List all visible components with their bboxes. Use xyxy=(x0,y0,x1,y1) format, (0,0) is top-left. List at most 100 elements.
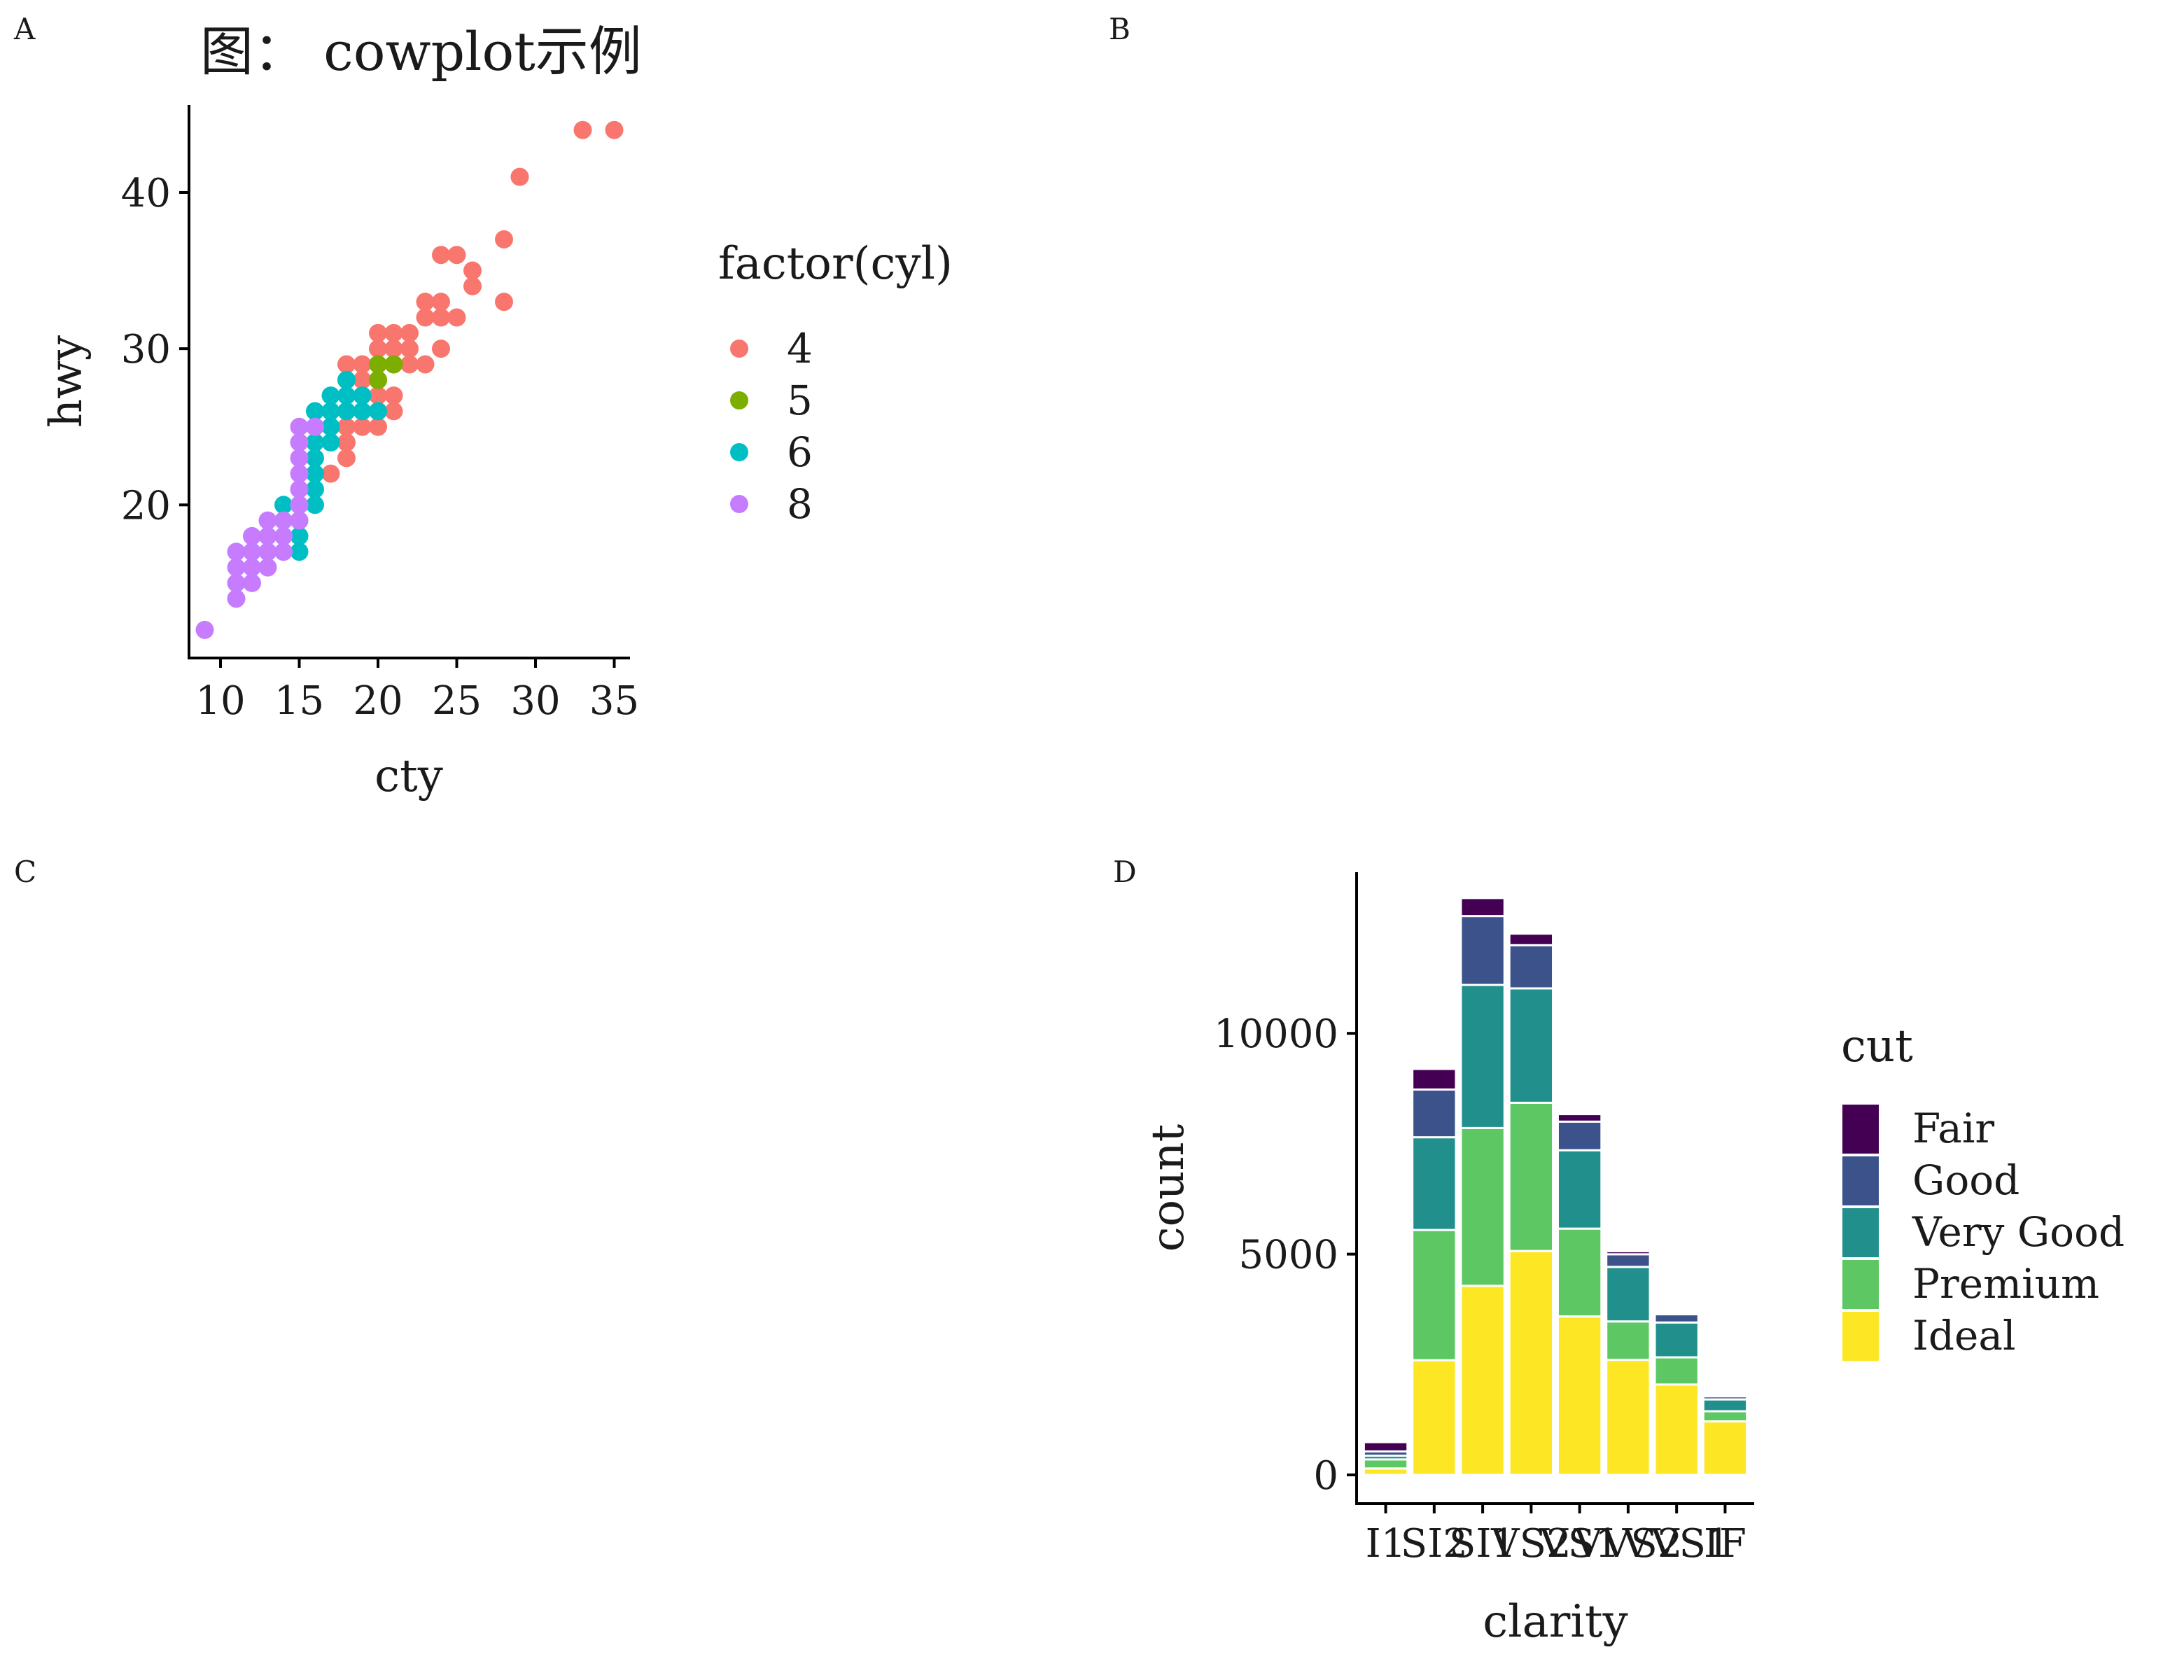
scatter-point-cyl-8 xyxy=(274,542,293,561)
scatter-point-cyl-4 xyxy=(384,402,403,421)
scatter-point-cyl-4 xyxy=(495,293,513,312)
x-tick-label: VS2 xyxy=(1490,1521,1571,1567)
x-tick-label: VVS1 xyxy=(1622,1521,1731,1567)
bar-segment-SI1-fair xyxy=(1460,897,1506,918)
legend-key-cyl-4 xyxy=(730,340,748,358)
legend-key-cyl-8 xyxy=(730,495,748,513)
scatter-point-cyl-8 xyxy=(274,511,293,530)
scatter-point-cyl-6 xyxy=(337,386,356,405)
legend-a: factor(cyl) 4 568 xyxy=(718,238,953,528)
scatter-point-cyl-8 xyxy=(227,589,246,608)
scatter-point-cyl-4 xyxy=(384,386,403,405)
scatter-point-cyl-4 xyxy=(369,323,387,342)
scatter-point-cyl-4 xyxy=(416,355,435,374)
scatter-point-cyl-6 xyxy=(353,402,372,421)
bar-segment-VVS1-premium xyxy=(1653,1356,1700,1386)
scatter-point-cyl-5 xyxy=(369,370,387,389)
bar-segment-SI1-very-good xyxy=(1460,983,1506,1129)
x-tick-label: 35 xyxy=(589,678,639,724)
chart-title-a: 图： cowplot示例 xyxy=(200,20,642,83)
x-tick-label: IF xyxy=(1704,1521,1746,1567)
scatter-point-cyl-4 xyxy=(432,293,450,312)
scatter-point-cyl-4 xyxy=(337,449,356,468)
scatter-point-cyl-8 xyxy=(274,526,293,545)
scatter-point-cyl-8 xyxy=(243,573,261,592)
scatter-point-cyl-4 xyxy=(400,340,419,358)
bar-segment-VVS1-ideal xyxy=(1653,1383,1700,1476)
y-tick-label: 30 xyxy=(121,327,171,372)
legend-label-cyl-8: 8 xyxy=(787,480,813,528)
scatter-point-cyl-5 xyxy=(384,355,403,374)
scatter-point-cyl-6 xyxy=(337,370,356,389)
scatter-point-cyl-4 xyxy=(384,323,403,342)
scatter-panel-a: 图： cowplot示例 10 15 20 25 30 35 20 30 40 cty hwy… xyxy=(41,20,953,802)
bar-segment-VVS1-good xyxy=(1653,1313,1700,1324)
scatter-point-cyl-8 xyxy=(258,526,277,545)
scatter-point-cyl-8 xyxy=(290,479,309,498)
legend-label-fair: Fair xyxy=(1912,1105,1994,1152)
scatter-point-cyl-4 xyxy=(353,370,372,389)
y-tick-label: 10000 xyxy=(1214,1011,1338,1057)
scatter-point-cyl-8 xyxy=(243,542,261,561)
scatter-point-cyl-4 xyxy=(447,308,466,327)
x-tick-label: VS1 xyxy=(1539,1521,1619,1567)
panel-label-b: B xyxy=(1109,12,1130,46)
scatter-point-cyl-6 xyxy=(337,402,356,421)
scatter-point-cyl-4 xyxy=(463,276,482,295)
scatter-point-cyl-8 xyxy=(227,573,246,592)
bar-segment-I1-premium xyxy=(1362,1458,1409,1470)
scatter-point-cyl-8 xyxy=(290,417,309,436)
bar-segment-VS1-premium xyxy=(1556,1227,1603,1318)
bar-segment-SI2-very-good xyxy=(1411,1136,1457,1231)
legend-entries-a: 4 568 xyxy=(730,325,813,528)
scatter-point-cyl-8 xyxy=(258,558,277,577)
scatter-point-cyl-8 xyxy=(243,558,261,577)
y-axis-title-a: hwy xyxy=(41,335,92,428)
scatter-point-cyl-8 xyxy=(290,496,309,514)
x-tick-label: 15 xyxy=(274,678,324,724)
bar-segment-VVS2-premium xyxy=(1605,1320,1651,1362)
y-tick-label: 20 xyxy=(121,483,171,528)
x-tick-label: 25 xyxy=(432,678,482,724)
scatter-point-cyl-4 xyxy=(400,323,419,342)
y-axis-ticks-d: 0 5000 10000 xyxy=(1214,1011,1357,1499)
bar-segment-VVS1-fair xyxy=(1653,1312,1700,1316)
scatter-point-cyl-4 xyxy=(369,417,387,436)
bar-segment-SI2-fair xyxy=(1411,1068,1457,1091)
x-tick-label: 30 xyxy=(510,678,560,724)
x-tick-label: I1 xyxy=(1366,1521,1406,1567)
x-axis-title-d: clarity xyxy=(1483,1596,1628,1648)
legend-label-cyl-6: 6 xyxy=(787,428,813,476)
legend-key-cyl-5 xyxy=(730,391,748,410)
scatter-point-cyl-4 xyxy=(400,355,419,374)
scatter-point-cyl-6 xyxy=(306,433,324,452)
scatter-point-cyl-4 xyxy=(384,340,403,358)
bar-segment-VS2-fair xyxy=(1508,932,1555,946)
scatter-point-cyl-6 xyxy=(321,402,340,421)
scatter-point-cyl-4 xyxy=(337,433,356,452)
legend-key-ideal xyxy=(1842,1312,1879,1361)
y-axis-ticks-a: 20 30 40 xyxy=(121,171,189,528)
scatter-point-cyl-8 xyxy=(243,526,261,545)
x-tick-label: VVS2 xyxy=(1573,1521,1682,1567)
scatter-point-cyl-8 xyxy=(227,542,246,561)
scatter-point-cyl-8 xyxy=(290,433,309,452)
scatter-point-cyl-4 xyxy=(337,417,356,436)
scatter-point-cyl-6 xyxy=(290,526,309,545)
scatter-point-cyl-8 xyxy=(290,464,309,483)
scatter-point-cyl-4 xyxy=(416,308,435,327)
scatter-point-cyl-6 xyxy=(306,464,324,483)
legend-label-very-good: Very Good xyxy=(1912,1208,2124,1256)
x-tick-label: SI2 xyxy=(1401,1521,1468,1567)
bar-segment-SI1-premium xyxy=(1460,1126,1506,1287)
bar-segment-VS1-very-good xyxy=(1556,1149,1603,1230)
bar-segment-VS2-good xyxy=(1508,944,1555,990)
bar-segment-VS1-good xyxy=(1556,1120,1603,1152)
stacked-bars xyxy=(1362,897,1749,1476)
bar-segment-VVS2-good xyxy=(1605,1253,1651,1268)
scatter-point-cyl-4 xyxy=(463,261,482,280)
scatter-point-cyl-8 xyxy=(258,511,277,530)
bar-segment-SI1-ideal xyxy=(1460,1284,1506,1476)
scatter-point-cyl-6 xyxy=(306,479,324,498)
